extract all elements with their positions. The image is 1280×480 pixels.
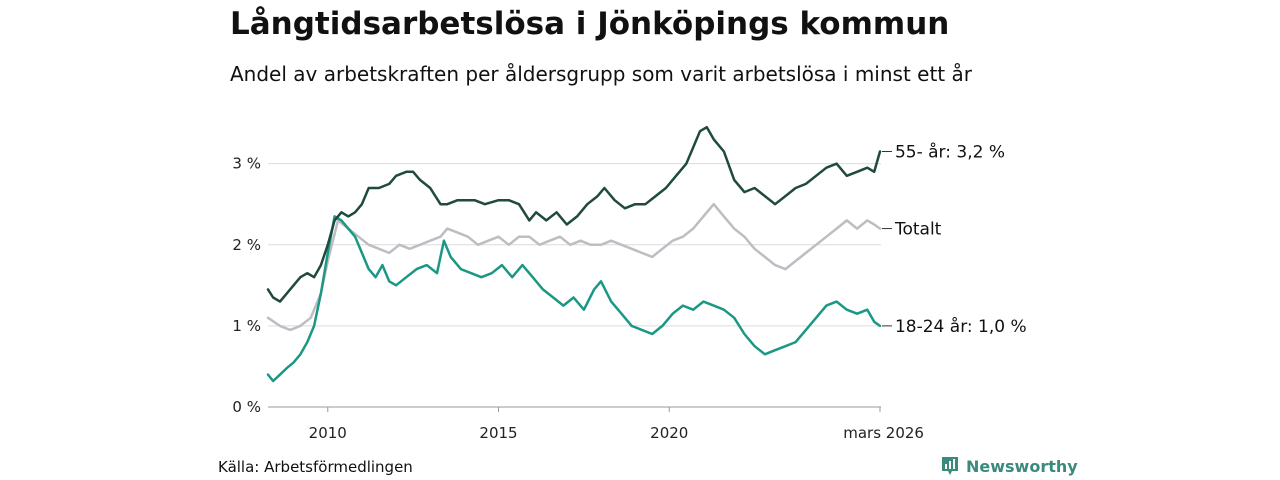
source-note: Källa: Arbetsförmedlingen: [218, 458, 413, 476]
newsworthy-icon: [942, 457, 958, 475]
y-tick-label: 3 %: [232, 155, 261, 173]
series-layer: [266, 125, 882, 383]
series-end-label-age1824: 18-24 år: 1,0 %: [895, 316, 1027, 337]
y-tick-label: 1 %: [232, 317, 261, 335]
series-end-label-age55: 55- år: 3,2 %: [895, 142, 1005, 163]
x-tick-label: mars 2026: [843, 424, 924, 442]
grid-layer: [268, 163, 881, 408]
x-tick-label: 2020: [650, 424, 688, 442]
series-end-label-total: Totalt: [894, 220, 942, 240]
y-tick-label: 0 %: [232, 398, 261, 416]
brand-name: Newsworthy: [966, 456, 1078, 476]
y-tick-label: 2 %: [232, 236, 261, 254]
series-line-total: [266, 202, 882, 332]
chart-title: Långtidsarbetslösa i Jönköpings kommun: [230, 6, 950, 42]
x-tick-label: 2015: [479, 424, 517, 442]
x-tick-label: 2010: [309, 424, 347, 442]
axis-layer: 0 % 1 % 2 % 3 % 2010 2015 2020 mars 2026: [232, 155, 924, 442]
label-layer: Totalt 18-24 år: 1,0 % 55- år: 3,2 %: [881, 142, 1027, 337]
chart-subtitle: Andel av arbetskraften per åldersgrupp s…: [230, 62, 972, 86]
series-line-age1824: [266, 215, 882, 383]
brand-logo: Newsworthy: [940, 455, 1078, 477]
series-line-age55: [266, 125, 882, 303]
